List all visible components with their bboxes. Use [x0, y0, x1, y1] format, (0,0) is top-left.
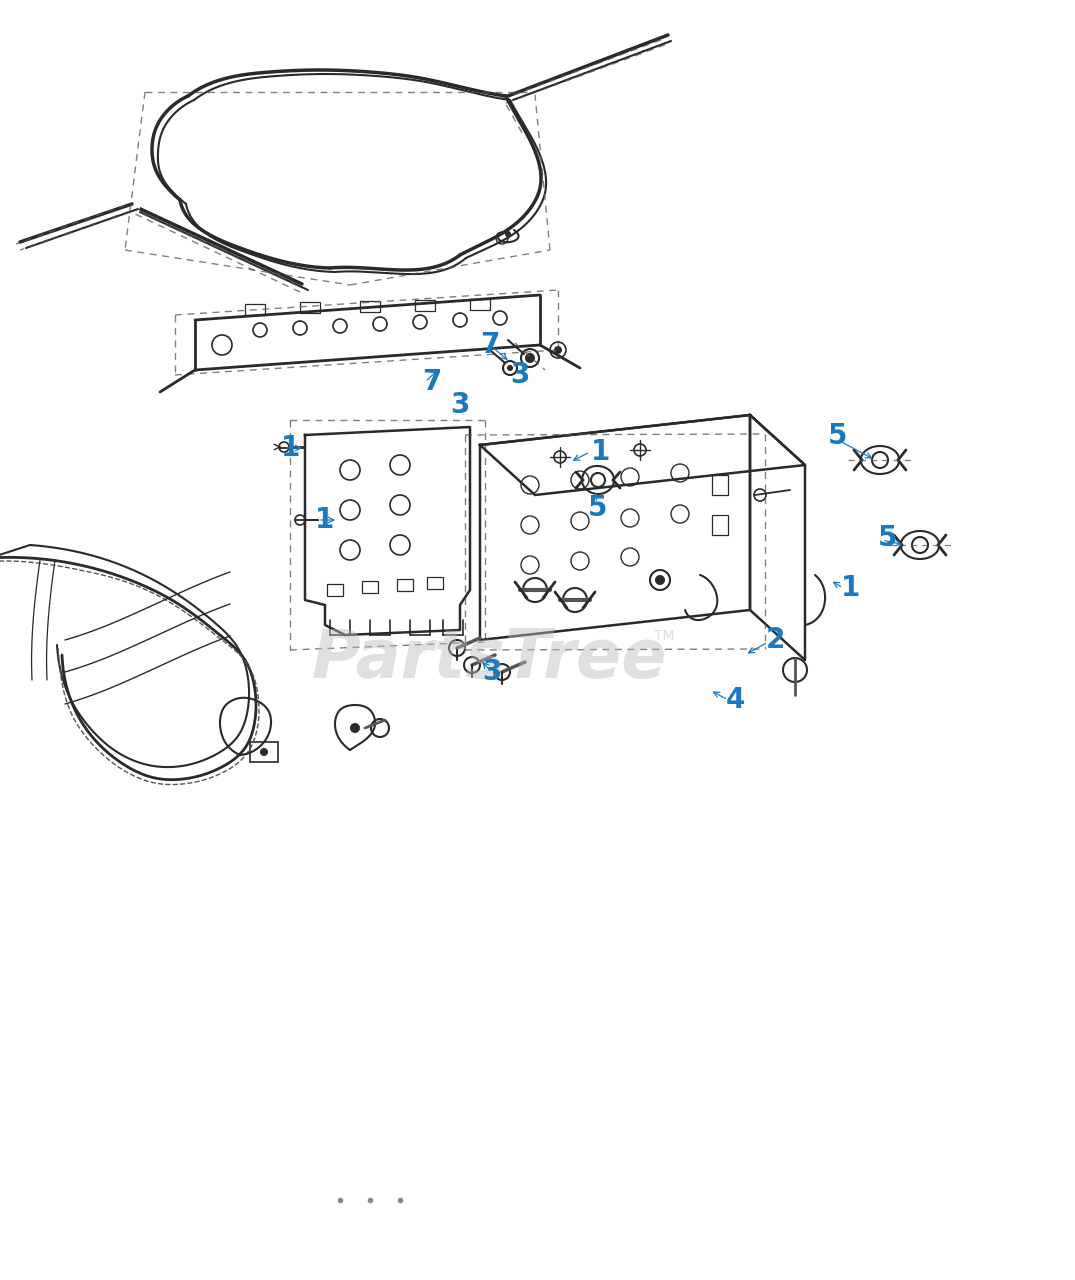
Bar	[397, 579, 413, 591]
Bar	[712, 515, 728, 535]
Text: 5: 5	[828, 422, 848, 451]
Text: TM: TM	[654, 630, 675, 643]
Circle shape	[507, 365, 513, 371]
Bar	[712, 475, 728, 495]
Text: 5: 5	[588, 494, 607, 522]
Text: 4: 4	[726, 686, 745, 714]
Bar	[362, 581, 378, 593]
Text: 1: 1	[281, 434, 300, 462]
Text: PartsTree: PartsTree	[312, 626, 666, 692]
Bar	[300, 302, 320, 314]
Bar	[250, 742, 278, 762]
Text: 1: 1	[841, 573, 860, 602]
Circle shape	[655, 575, 665, 585]
Circle shape	[525, 353, 535, 364]
Bar	[470, 300, 490, 310]
Bar	[360, 301, 379, 312]
Text: 3: 3	[511, 361, 530, 389]
Circle shape	[554, 346, 562, 355]
Text: 5: 5	[878, 524, 898, 552]
Text: 7: 7	[481, 332, 500, 358]
Text: 1: 1	[315, 506, 334, 534]
Circle shape	[505, 230, 511, 237]
Bar	[427, 577, 443, 589]
Text: 3: 3	[483, 658, 502, 686]
Text: 1: 1	[590, 438, 610, 466]
Text: 2: 2	[765, 626, 785, 654]
Bar	[245, 303, 266, 315]
Bar	[327, 584, 343, 596]
Circle shape	[350, 723, 360, 733]
Bar	[415, 300, 435, 311]
Circle shape	[260, 748, 268, 756]
Text: 3: 3	[450, 390, 470, 419]
Text: 7: 7	[422, 369, 442, 396]
